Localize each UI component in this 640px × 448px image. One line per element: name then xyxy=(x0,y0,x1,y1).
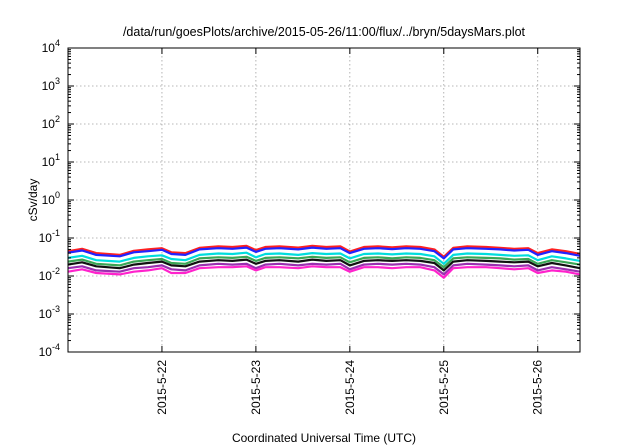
series-line-2 xyxy=(67,246,581,260)
grid-lines xyxy=(68,48,580,352)
series-line-1 xyxy=(67,244,581,258)
series-line-3 xyxy=(67,251,581,265)
x-tick-label: 2015-5-24 xyxy=(343,360,357,415)
series-line-5 xyxy=(67,258,581,272)
series-line-4 xyxy=(67,255,581,269)
y-tick-label: 100 xyxy=(42,190,60,207)
x-tick-label: 2015-5-26 xyxy=(531,360,545,415)
y-tick-label: 101 xyxy=(42,152,60,169)
series-line-6 xyxy=(67,262,581,276)
y-tick-labels: 10-4 10-3 10-2 10-1 100 101 102 103 104 xyxy=(39,38,60,359)
x-tick-label: 2015-5-23 xyxy=(249,360,263,415)
y-axis-label: cSv/day xyxy=(26,179,40,222)
x-tick-labels: 2015-5-22 2015-5-23 2015-5-24 2015-5-25 2015… xyxy=(155,360,545,415)
chart-title: /data/run/goesPlots/archive/2015-05-26/1… xyxy=(123,25,526,39)
y-tick-label: 10-1 xyxy=(39,228,60,245)
series-layer xyxy=(67,244,581,279)
y-tick-label: 10-2 xyxy=(39,266,60,283)
y-tick-label: 102 xyxy=(42,114,60,131)
y-tick-label: 10-4 xyxy=(39,342,60,359)
series-line-7 xyxy=(67,265,581,279)
x-tick-label: 2015-5-22 xyxy=(155,360,169,415)
y-tick-label: 10-3 xyxy=(39,304,60,321)
x-axis-label: Coordinated Universal Time (UTC) xyxy=(232,431,416,445)
y-tick-label: 103 xyxy=(42,76,60,93)
tick-marks xyxy=(68,47,580,353)
y-tick-label: 104 xyxy=(42,38,60,55)
x-tick-label: 2015-5-25 xyxy=(437,360,451,415)
